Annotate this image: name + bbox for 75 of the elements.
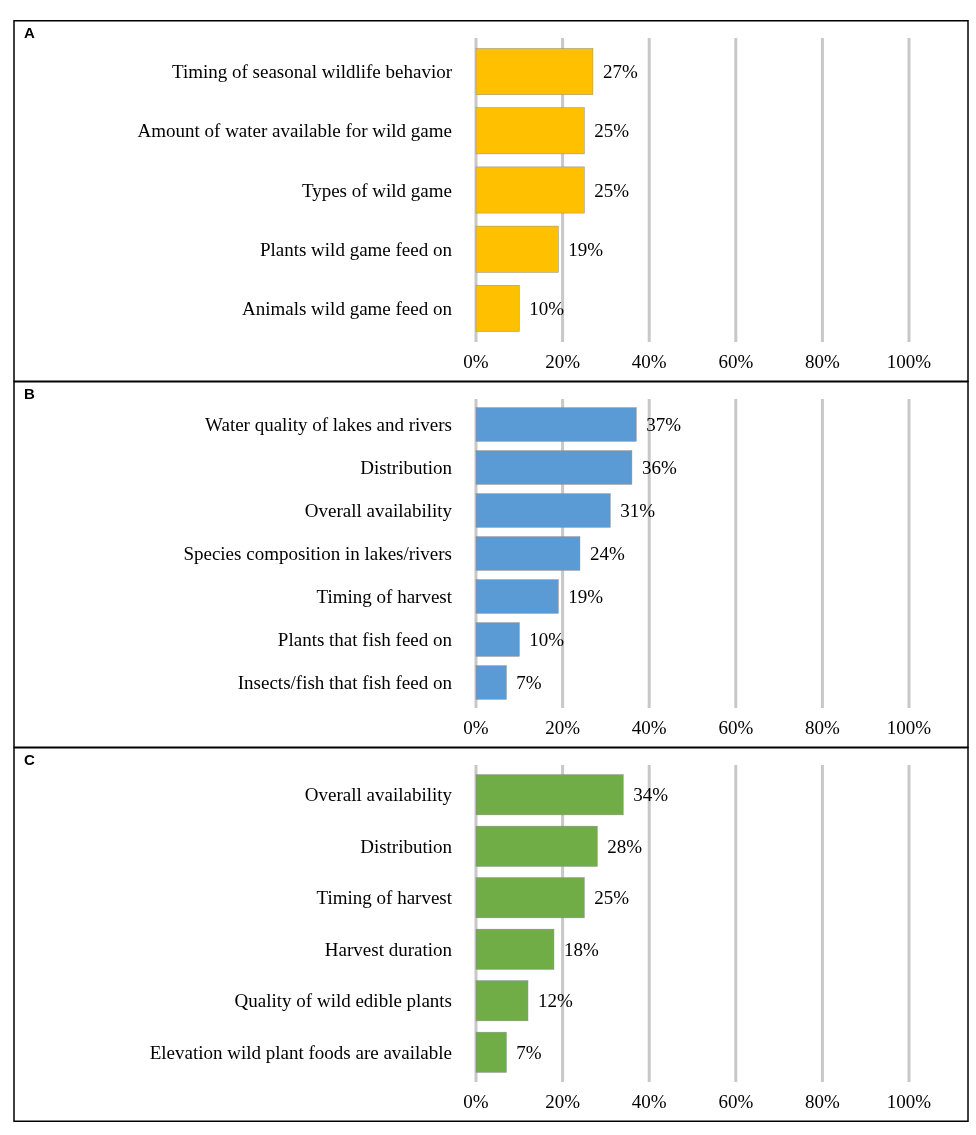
data-label: 19% [568,586,604,608]
bar [475,48,594,95]
y-tick-label: Distribution [360,835,453,857]
y-tick-label: Elevation wild plant foods are available [149,1041,452,1063]
data-label: 24% [589,543,625,565]
x-tick-label: 80% [804,351,840,372]
bar [475,450,633,485]
data-label: 10% [529,298,565,320]
bar [475,825,598,867]
bar [475,665,507,700]
bar [475,536,581,571]
bar [475,107,585,155]
y-tick-label: Animals wild game feed on [241,298,453,320]
data-label: 25% [594,887,630,909]
x-tick-label: 0% [463,717,489,738]
bar [475,1031,507,1073]
y-tick-label: Insects/fish that fish feed on [237,672,453,694]
data-label: 7% [516,1041,542,1063]
data-label: 31% [620,500,656,522]
bar [475,225,559,273]
bar [475,877,585,919]
x-tick-label: 40% [631,1091,667,1112]
data-label: 25% [594,120,630,142]
bar [475,407,637,442]
data-label: 28% [607,835,643,857]
data-label: 27% [602,61,638,83]
bar [475,980,529,1022]
text: A [24,24,35,41]
x-tick-label: 80% [804,1091,840,1112]
x-tick-label: 40% [631,717,667,738]
data-label: 7% [516,672,542,694]
data-label: 18% [563,938,599,960]
data-label: 34% [633,784,669,806]
y-tick-label: Types of wild game [301,179,452,201]
x-tick-label: 60% [718,717,754,738]
x-tick-label: 100% [886,351,932,372]
text: B [24,385,35,402]
data-label: 37% [646,414,682,436]
y-tick-label: Harvest duration [324,938,453,960]
data-label: 19% [568,238,604,260]
bar [475,166,585,214]
bar [475,928,555,970]
bar [475,493,611,528]
x-tick-label: 100% [886,717,932,738]
x-tick-label: 20% [545,717,581,738]
text: C [24,751,35,768]
y-tick-label: Species composition in lakes/rivers [183,543,452,565]
y-tick-label: Plants wild game feed on [259,238,453,260]
y-tick-label: Timing of harvest [316,586,453,608]
y-tick-label: Distribution [360,457,453,479]
bar [475,285,520,332]
y-tick-label: Overall availability [304,500,453,522]
y-tick-label: Quality of wild edible plants [234,990,452,1012]
bar [475,622,520,657]
x-tick-label: 60% [718,351,754,372]
y-tick-label: Timing of harvest [316,887,453,909]
x-tick-label: 0% [463,1091,489,1112]
data-label: 36% [641,457,677,479]
y-tick-label: Amount of water available for wild game [137,120,452,142]
x-tick-label: 20% [545,351,581,372]
y-tick-label: Overall availability [304,784,453,806]
data-label: 25% [594,179,630,201]
data-label: 12% [537,990,573,1012]
y-tick-label: Water quality of lakes and rivers [205,414,452,436]
x-tick-label: 40% [631,351,667,372]
x-tick-label: 80% [804,717,840,738]
x-tick-label: 100% [886,1091,932,1112]
data-label: 10% [529,629,565,651]
y-tick-label: Plants that fish feed on [277,629,453,651]
y-tick-label: Timing of seasonal wildlife behavior [171,61,453,83]
bar [475,774,624,816]
x-tick-label: 0% [463,351,489,372]
bar [475,579,559,614]
x-tick-label: 60% [718,1091,754,1112]
x-tick-label: 20% [545,1091,581,1112]
